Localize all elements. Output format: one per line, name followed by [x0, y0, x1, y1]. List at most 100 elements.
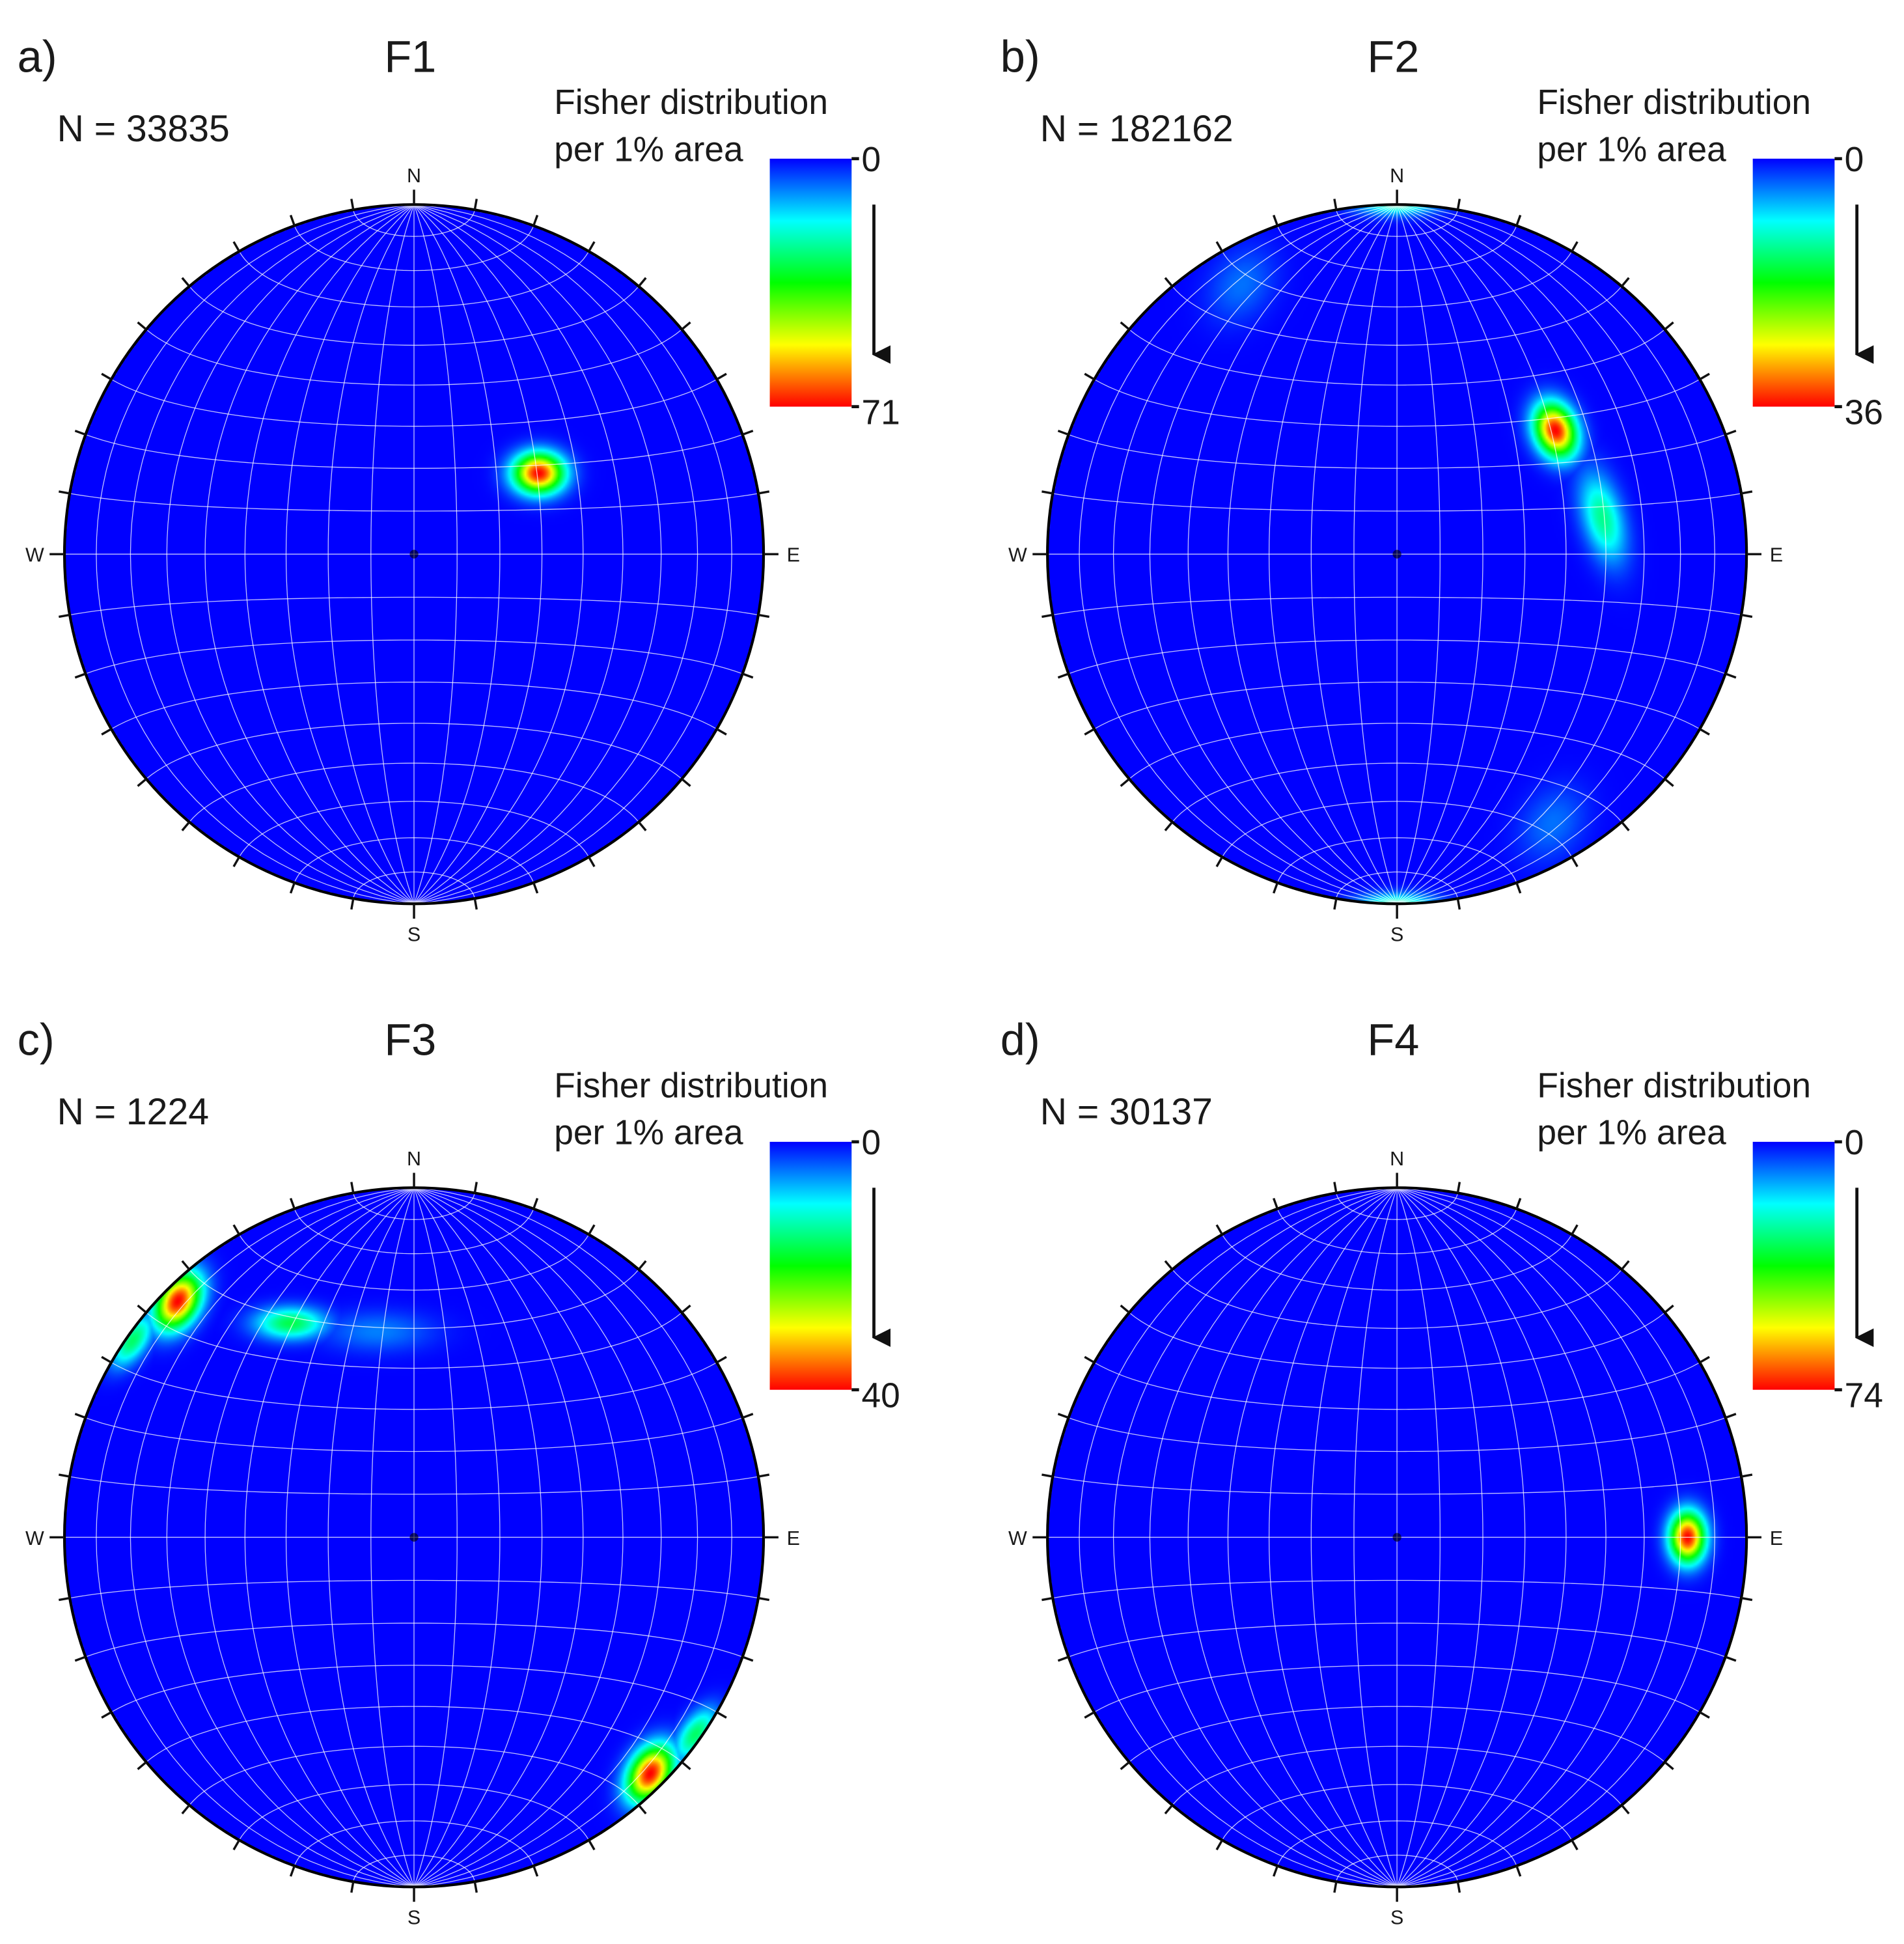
grid-line — [70, 493, 759, 512]
panel-label: a) — [18, 31, 57, 81]
azimuth-tick — [181, 821, 191, 831]
grid-line — [70, 596, 759, 616]
legend-title-line1: Fisher distribution — [554, 1066, 828, 1105]
azimuth-tick — [681, 321, 691, 331]
azimuth-tick — [588, 1839, 596, 1851]
grid-line — [1172, 286, 1622, 346]
azimuth-tick — [1333, 1881, 1338, 1893]
legend-title-line2: per 1% area — [1537, 131, 1726, 169]
panel-title: F1 — [384, 31, 436, 81]
stereonet-grid — [64, 204, 764, 904]
azimuth-tick — [637, 1260, 647, 1271]
azimuth-tick — [59, 1596, 70, 1602]
compass-label-west: W — [25, 544, 44, 566]
stereonet-panel-2: b) F2 N = 182162 Fisher distribution per 1% … — [1000, 31, 1883, 945]
colorbar — [1752, 158, 1835, 407]
center-mark — [1392, 549, 1401, 559]
azimuth-tick — [1215, 1839, 1224, 1851]
azimuth-tick — [716, 728, 727, 736]
azimuth-tick — [1664, 1304, 1674, 1314]
grid-line — [1068, 1417, 1726, 1452]
azimuth-tick — [137, 1761, 147, 1770]
grid-line — [1172, 1745, 1622, 1806]
azimuth-tick — [758, 490, 770, 495]
grid-line — [1129, 723, 1665, 779]
azimuth-tick — [74, 430, 86, 436]
grid-line — [111, 379, 717, 427]
azimuth-tick — [74, 1656, 86, 1662]
grid-line — [1094, 1362, 1700, 1410]
colorbar-min-label: 0 — [1845, 141, 1864, 179]
azimuth-tick — [1741, 490, 1753, 495]
grid-line — [146, 329, 682, 386]
azimuth-tick — [1571, 856, 1579, 867]
azimuth-tick — [1725, 430, 1737, 436]
grid-line — [1129, 1312, 1665, 1369]
grid-line — [1276, 225, 1517, 271]
grid-line — [1053, 493, 1742, 512]
compass-label-east: E — [1770, 544, 1783, 566]
azimuth-tick — [59, 1473, 70, 1478]
azimuth-tick — [1515, 882, 1522, 894]
azimuth-ticks — [1032, 1173, 1762, 1902]
azimuth-tick — [1621, 1260, 1630, 1271]
grid-line — [1222, 251, 1573, 308]
grid-line — [85, 434, 743, 469]
azimuth-tick — [101, 372, 112, 381]
azimuth-tick — [716, 1711, 727, 1719]
azimuth-tick — [232, 856, 241, 867]
legend-title-line2: per 1% area — [554, 1114, 743, 1152]
azimuth-tick — [588, 856, 596, 867]
azimuth-tick — [350, 1182, 355, 1193]
azimuth-tick — [1057, 430, 1069, 436]
center-mark — [409, 1533, 419, 1542]
grid-line — [1053, 1476, 1742, 1495]
azimuth-tick — [681, 1304, 691, 1314]
azimuth-tick — [1164, 277, 1174, 287]
azimuth-tick — [59, 490, 70, 495]
colorbar — [1752, 1141, 1835, 1390]
azimuth-tick — [350, 898, 355, 910]
azimuth-tick — [1741, 1596, 1753, 1602]
azimuth-tick — [232, 1839, 241, 1851]
compass-label-west: W — [1008, 544, 1027, 566]
azimuth-tick — [1164, 821, 1174, 831]
azimuth-tick — [1273, 1198, 1279, 1210]
sample-count: N = 182162 — [1040, 108, 1234, 150]
grid-line — [238, 801, 590, 857]
compass-label-north: N — [1390, 1148, 1404, 1170]
stereonet-panel-3: c) F3 N = 1224 Fisher distribution per 1% ar… — [18, 1015, 900, 1929]
grid-line — [189, 286, 639, 346]
azimuth-tick — [1515, 1198, 1522, 1210]
grid-line — [1068, 1622, 1726, 1658]
azimuth-tick — [181, 1260, 191, 1271]
grid-line — [189, 762, 639, 823]
azimuth-tick — [1333, 1182, 1338, 1193]
grid-line — [294, 1820, 534, 1867]
azimuth-tick — [1057, 673, 1069, 679]
stereonet-panel-1: a) F1 N = 33835 Fisher distribution per 1% a… — [18, 31, 900, 945]
azimuth-tick — [137, 778, 147, 787]
azimuth-tick — [181, 1804, 191, 1814]
azimuth-tick — [74, 673, 86, 679]
azimuth-tick — [1084, 1711, 1095, 1719]
compass-label-east: E — [787, 1527, 800, 1549]
azimuth-tick — [758, 613, 770, 618]
azimuth-tick — [289, 214, 296, 227]
azimuth-tick — [473, 1182, 478, 1193]
azimuth-tick — [181, 277, 191, 287]
compass-label-north: N — [1390, 165, 1404, 187]
grid-line — [1276, 1208, 1517, 1255]
grid-line — [294, 1208, 534, 1255]
azimuth-tick — [1664, 1761, 1674, 1770]
azimuth-tick — [74, 1413, 86, 1419]
grid-line — [353, 210, 475, 237]
compass-label-south: S — [407, 923, 421, 945]
grid-line — [238, 251, 590, 308]
azimuth-tick — [1699, 1355, 1710, 1364]
azimuth-tick — [473, 898, 478, 910]
sample-count: N = 30137 — [1040, 1091, 1213, 1133]
azimuth-tick — [1515, 214, 1522, 227]
azimuth-tick — [1057, 1413, 1069, 1419]
grid-line — [1222, 801, 1573, 857]
